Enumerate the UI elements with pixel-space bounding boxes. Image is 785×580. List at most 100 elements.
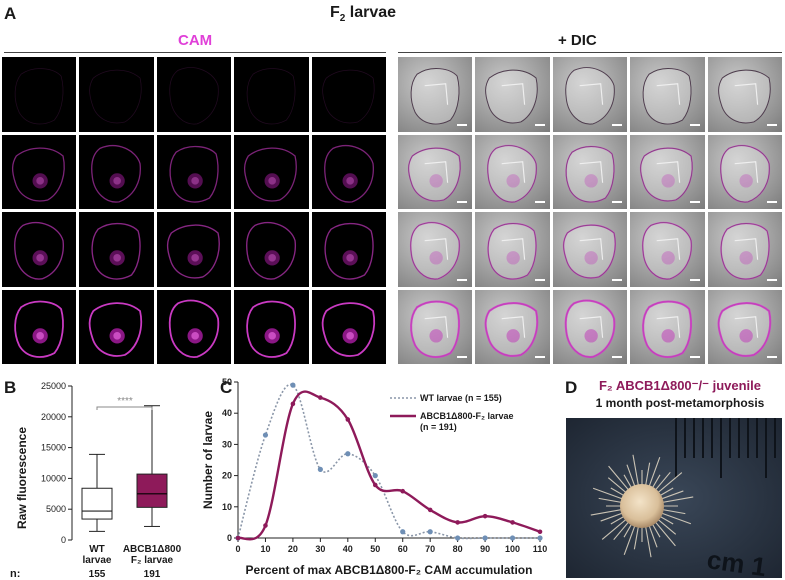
larva-outline xyxy=(246,68,296,125)
larva-skeleton xyxy=(502,315,526,338)
larva-skeleton xyxy=(579,83,603,105)
dic-image xyxy=(552,134,628,209)
larva-gut xyxy=(661,251,676,265)
larva-overlay xyxy=(642,68,692,125)
x-tick-label: 10 xyxy=(260,544,270,554)
dic-image xyxy=(630,134,705,209)
data-point-mutant xyxy=(318,395,323,400)
box-iqr xyxy=(136,473,168,508)
data-point-wt xyxy=(262,432,269,438)
panel-d-label: D xyxy=(565,378,578,397)
panel-a-title: F2 larvae xyxy=(330,4,396,24)
dic-image xyxy=(707,57,782,132)
larva-skeleton xyxy=(579,315,603,338)
larva-gut xyxy=(32,172,48,188)
scale-bar xyxy=(612,356,623,358)
dic-image xyxy=(552,57,628,132)
larva-outline xyxy=(14,68,64,125)
x-tick-label: 30 xyxy=(315,544,325,554)
larva-cam-overlay xyxy=(719,222,770,280)
larva-skeleton xyxy=(734,238,758,260)
x-tick-label: 100 xyxy=(505,544,520,554)
larva-skeleton xyxy=(734,83,758,105)
larva-gut xyxy=(584,251,598,265)
chart-xlabel: Percent of max ABCB1Δ800-F₂ CAM accumula… xyxy=(246,563,533,577)
larva-overlay xyxy=(409,221,461,280)
larva-gut-core xyxy=(36,254,44,262)
cam-image-grid xyxy=(2,57,386,364)
chart-ylabel: Number of larvae xyxy=(201,411,215,509)
larva-membrane xyxy=(244,146,297,202)
significance-stars: **** xyxy=(117,396,133,407)
larva-skeleton xyxy=(734,160,758,183)
dic-heading: + DIC xyxy=(558,32,597,49)
larva-gut xyxy=(264,172,280,188)
larva-membrane xyxy=(14,68,64,125)
larva-membrane xyxy=(91,222,142,280)
larva-outline xyxy=(246,300,297,358)
larva-skeleton xyxy=(502,83,526,105)
x-tick-label: 60 xyxy=(398,544,408,554)
scale-bar xyxy=(457,201,468,203)
cam-image xyxy=(311,289,386,364)
larva-membrane xyxy=(324,222,374,280)
cam-image xyxy=(79,57,154,132)
larva-gut xyxy=(584,173,598,188)
larva-overlay xyxy=(562,224,616,279)
y-tick-label: 40 xyxy=(222,408,232,418)
legend-label: ABCB1Δ800-F₂ larvae xyxy=(420,411,514,421)
larva-cam-overlay xyxy=(410,68,460,125)
larva-overlay xyxy=(717,69,771,124)
larva-cam-overlay xyxy=(565,145,615,203)
larva-gut xyxy=(264,250,280,266)
x-tick-label: 80 xyxy=(453,544,463,554)
larva-body xyxy=(717,69,771,124)
boxplot-ylabel: Raw fluorescence xyxy=(15,427,29,529)
larva-gut-core xyxy=(36,331,44,340)
larva-outline xyxy=(91,144,142,203)
juvenile-title: F₂ ABCB1Δ800⁻/⁻ juvenile 1 month post-me… xyxy=(575,378,785,410)
cam-image xyxy=(79,289,154,364)
larva-membrane xyxy=(168,299,219,358)
dic-image xyxy=(630,57,705,132)
scale-bar xyxy=(534,356,545,358)
dic-image xyxy=(475,289,550,364)
x-tick-label: 50 xyxy=(370,544,380,554)
data-point-mutant xyxy=(482,513,488,519)
data-point-mutant xyxy=(400,488,406,494)
larva-skeleton xyxy=(424,238,449,260)
data-point-mutant xyxy=(510,520,515,525)
x-tick-label: 40 xyxy=(343,544,353,554)
larva-skeleton xyxy=(656,315,681,338)
data-point-mutant xyxy=(345,417,351,422)
dic-image xyxy=(475,134,550,209)
larva-membrane xyxy=(13,221,64,280)
larva-membrane xyxy=(321,301,375,357)
larva-membrane xyxy=(169,145,219,203)
larva-skeleton xyxy=(656,160,681,183)
larva-gut-core xyxy=(345,254,354,262)
larva-gut xyxy=(187,250,203,266)
data-point-wt xyxy=(317,466,323,472)
cam-image xyxy=(311,212,386,287)
boxplot-boxes xyxy=(81,405,168,532)
larva-gut xyxy=(429,328,443,343)
larva-gut xyxy=(429,173,443,188)
cam-image xyxy=(156,289,232,364)
y-tick-label: 30 xyxy=(222,439,232,449)
larva-body xyxy=(642,68,692,125)
scale-bar xyxy=(689,356,700,358)
cam-heading: CAM xyxy=(178,32,213,49)
juvenile-title-line1: F₂ ABCB1Δ800⁻/⁻ juvenile xyxy=(598,378,762,393)
larva-skeleton xyxy=(502,238,526,260)
line-chart: 0 10 20 30 40 50 0 10 20 30 40 50 60 70 80 90 100 110 Numb… xyxy=(201,377,547,577)
larva-cam-overlay xyxy=(642,68,692,125)
y-tick-label: 25000 xyxy=(41,381,66,391)
dic-image xyxy=(552,212,628,287)
dic-image xyxy=(398,289,473,364)
larva-gut xyxy=(32,250,48,266)
dic-image xyxy=(398,212,473,287)
larva-membrane xyxy=(169,67,219,125)
dic-image xyxy=(630,212,705,287)
larva-gut-core xyxy=(268,331,277,340)
